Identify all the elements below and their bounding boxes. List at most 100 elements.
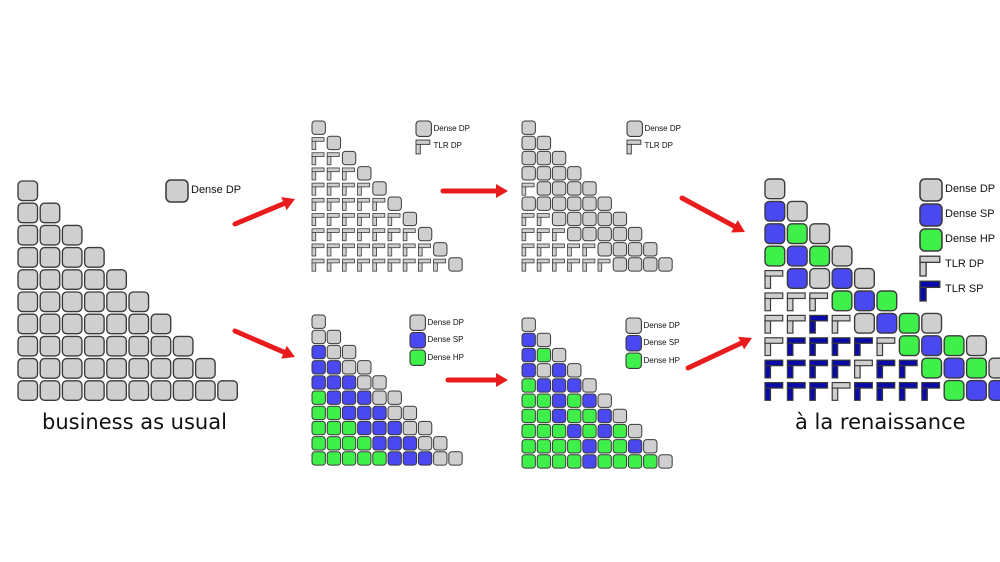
tile-dense-dp-r5-c2 — [61, 291, 83, 313]
tile-dense-dp-r3-c3 — [567, 166, 582, 181]
tile-tlr-sp-r9-c0 — [764, 381, 784, 401]
matrix-mixed-precision — [311, 314, 463, 466]
tile-dense-dp-r7-c9 — [965, 335, 988, 357]
tile-dense-dp-r9-c0 — [17, 380, 39, 402]
tile-dense-dp-r8-c8 — [643, 242, 658, 257]
tile-dense-dp-r1-c1 — [536, 135, 552, 151]
legend-swatch-dense-sp — [625, 334, 642, 352]
tile-dense-sp-r5-c3 — [357, 390, 372, 405]
tile-tlr-sp-r7-c4 — [854, 337, 873, 357]
tile-dense-sp-r5-c1 — [326, 390, 342, 405]
tile-dense-sp-r7-c5 — [597, 423, 612, 439]
tile-dense-sp-r9-c4 — [582, 454, 597, 469]
tile-dense-sp-r7-c7 — [921, 335, 943, 357]
tile-tlr-dp-r4-c0 — [311, 182, 325, 196]
tile-dense-hp-r9-c5 — [597, 454, 612, 469]
tile-dense-dp-r1-c0 — [17, 202, 39, 224]
tile-dense-sp-r9-c10 — [988, 379, 1000, 402]
legend-label-dense-hp: Dense HP — [643, 355, 680, 365]
tile-tlr-sp-r8-c6 — [898, 359, 918, 379]
tile-dense-hp-r9-c1 — [536, 454, 552, 469]
legend-label-dense-sp: Dense SP — [643, 338, 680, 347]
tile-dense-hp-r6-c6 — [898, 312, 920, 334]
tile-dense-dp-r9-c7 — [627, 257, 643, 272]
tile-dense-sp-r7-c3 — [567, 423, 582, 439]
tile-dense-hp-r7-c8 — [943, 335, 965, 357]
tile-dense-sp-r5-c2 — [551, 393, 567, 408]
legend-swatch-dense-dp — [919, 178, 943, 202]
tile-dense-dp-r8-c7 — [627, 242, 643, 257]
tile-tlr-dp-r8-c1 — [326, 243, 340, 257]
tile-tlr-dp-r9-c2 — [551, 258, 565, 272]
tile-dense-sp-r4-c2 — [551, 378, 567, 393]
tile-dense-hp-r9-c3 — [567, 454, 582, 469]
tile-tlr-dp-r6-c0 — [764, 314, 784, 334]
tile-dense-dp-r7-c7 — [417, 420, 433, 436]
tile-dense-sp-r4-c2 — [341, 375, 357, 390]
tile-dense-sp-r6-c5 — [876, 312, 898, 334]
tile-tlr-dp-r8-c2 — [341, 243, 355, 257]
legend-swatch-dense-sp — [919, 203, 943, 227]
tile-dense-hp-r3-c2 — [809, 245, 831, 267]
tile-tlr-dp-r8-c1 — [536, 243, 550, 257]
tile-tlr-dp-r8-c3 — [567, 243, 581, 257]
tile-tlr-sp-r7-c1 — [786, 337, 806, 357]
tile-dense-hp-r6-c1 — [326, 405, 342, 421]
tile-dense-dp-r1-c0 — [311, 329, 326, 345]
tile-dense-sp-r4-c1 — [536, 378, 552, 393]
tile-dense-dp-r2-c0 — [521, 150, 536, 166]
tile-dense-hp-r7-c6 — [898, 335, 920, 357]
tile-tlr-dp-r9-c1 — [326, 258, 340, 272]
arrows-layer — [232, 184, 752, 387]
tile-tlr-dp-r6-c4 — [372, 213, 386, 226]
tile-dense-dp-r7-c1 — [39, 335, 61, 357]
tile-dense-sp-r6-c4 — [372, 405, 387, 421]
tile-dense-dp-r6-c4 — [582, 211, 597, 227]
tile-dense-dp-r7-c2 — [61, 335, 83, 357]
tile-dense-hp-r9-c0 — [521, 454, 536, 469]
tile-dense-sp-r6-c5 — [597, 408, 612, 424]
tile-dense-dp-r8-c6 — [612, 242, 628, 257]
tile-dense-dp-r0-c0 — [17, 180, 39, 202]
tile-dense-hp-r9-c8 — [943, 379, 965, 402]
tile-dense-hp-r8-c5 — [597, 439, 612, 454]
tile-tlr-sp-r9-c5 — [876, 381, 896, 401]
tile-dense-dp-r4-c4 — [582, 378, 597, 393]
tile-tlr-sp-r8-c1 — [786, 359, 806, 379]
tile-dense-dp-r7-c5 — [597, 226, 612, 242]
legend-label-dense-dp: Dense DP — [191, 183, 242, 196]
legend-label-dense-dp: Dense DP — [644, 123, 681, 133]
tile-dense-dp-r4-c2 — [551, 181, 567, 196]
tile-dense-dp-r4-c2 — [809, 267, 831, 290]
tile-dense-dp-r3-c3 — [83, 246, 105, 268]
tile-dense-dp-r2-c2 — [809, 223, 831, 245]
tile-dense-dp-r8-c6 — [150, 357, 172, 379]
tile-dense-dp-r8-c5 — [128, 357, 150, 379]
tile-dense-sp-r7-c5 — [387, 420, 402, 436]
tile-dense-dp-r0-c0 — [311, 120, 326, 135]
tile-dense-sp-r6-c2 — [341, 405, 357, 421]
tile-tlr-dp-r8-c0 — [521, 243, 535, 257]
tile-tlr-dp-r8-c6 — [402, 243, 416, 257]
tile-dense-dp-r6-c6 — [612, 211, 628, 227]
tile-tlr-dp-r6-c3 — [357, 213, 371, 226]
tile-dense-dp-r7-c6 — [150, 335, 172, 357]
tile-dense-hp-r2-c1 — [536, 347, 552, 363]
tile-tlr-dp-r3-c0 — [311, 167, 325, 181]
tile-dense-dp-r2-c2 — [551, 347, 567, 363]
tile-tlr-dp-r8-c5 — [387, 243, 401, 257]
tile-dense-hp-r6-c1 — [536, 408, 552, 424]
tile-tlr-dp-r9-c5 — [597, 258, 611, 272]
tile-dense-sp-r3-c1 — [326, 360, 342, 375]
tile-dense-sp-r9-c7 — [417, 451, 433, 466]
tile-tlr-dp-r5-c4 — [372, 197, 386, 211]
tile-dense-sp-r8-c4 — [372, 436, 387, 451]
tile-dense-dp-r5-c3 — [83, 291, 105, 313]
tile-tlr-sp-r9-c4 — [854, 381, 873, 401]
tile-dense-hp-r2-c1 — [786, 223, 808, 245]
tile-dense-dp-r5-c4 — [106, 291, 128, 313]
tile-dense-hp-r6-c0 — [311, 405, 326, 421]
tile-tlr-sp-r7-c3 — [831, 337, 851, 357]
tile-dense-sp-r4-c3 — [567, 378, 582, 393]
